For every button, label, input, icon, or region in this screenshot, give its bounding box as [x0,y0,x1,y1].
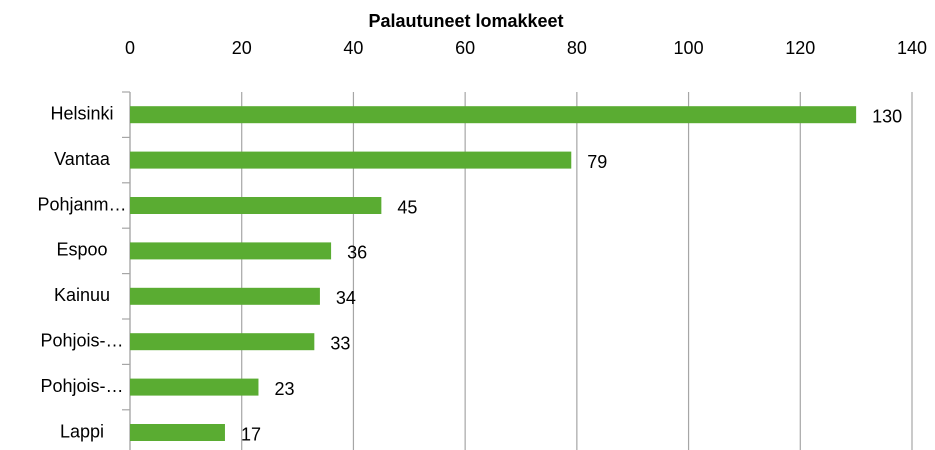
x-tick-label: 60 [455,38,475,58]
bar [130,378,259,396]
y-tick-label: Vantaa [54,149,111,169]
y-tick-label: Helsinki [50,103,113,123]
x-tick-label: 120 [785,38,815,58]
data-label: 17 [241,424,261,444]
bar [130,151,572,169]
bar [130,333,315,351]
y-tick-label: Pohjois-… [40,376,123,396]
data-label: 23 [274,379,294,399]
x-tick-label: 80 [567,38,587,58]
x-tick-label: 140 [897,38,927,58]
bar [130,287,320,305]
x-tick-label: 0 [125,38,135,58]
bar [130,424,225,441]
x-tick-label: 100 [674,38,704,58]
data-label: 130 [872,106,902,126]
x-tick-label: 20 [232,38,252,58]
data-label: 33 [330,333,350,353]
bar [130,106,857,124]
y-tick-label: Pohjois-… [40,330,123,350]
data-label: 34 [336,288,356,308]
data-label: 79 [587,152,607,172]
chart-title: Palautuneet lomakkeet [368,11,563,31]
bar [130,197,382,214]
data-label: 45 [397,197,417,217]
y-tick-label: Pohjanm… [37,194,126,214]
y-tick-label: Lappi [60,421,104,441]
y-tick-label: Espoo [56,240,107,260]
bar [130,242,332,260]
data-label: 36 [347,243,367,263]
x-tick-label: 40 [343,38,363,58]
y-tick-label: Kainuu [54,285,110,305]
